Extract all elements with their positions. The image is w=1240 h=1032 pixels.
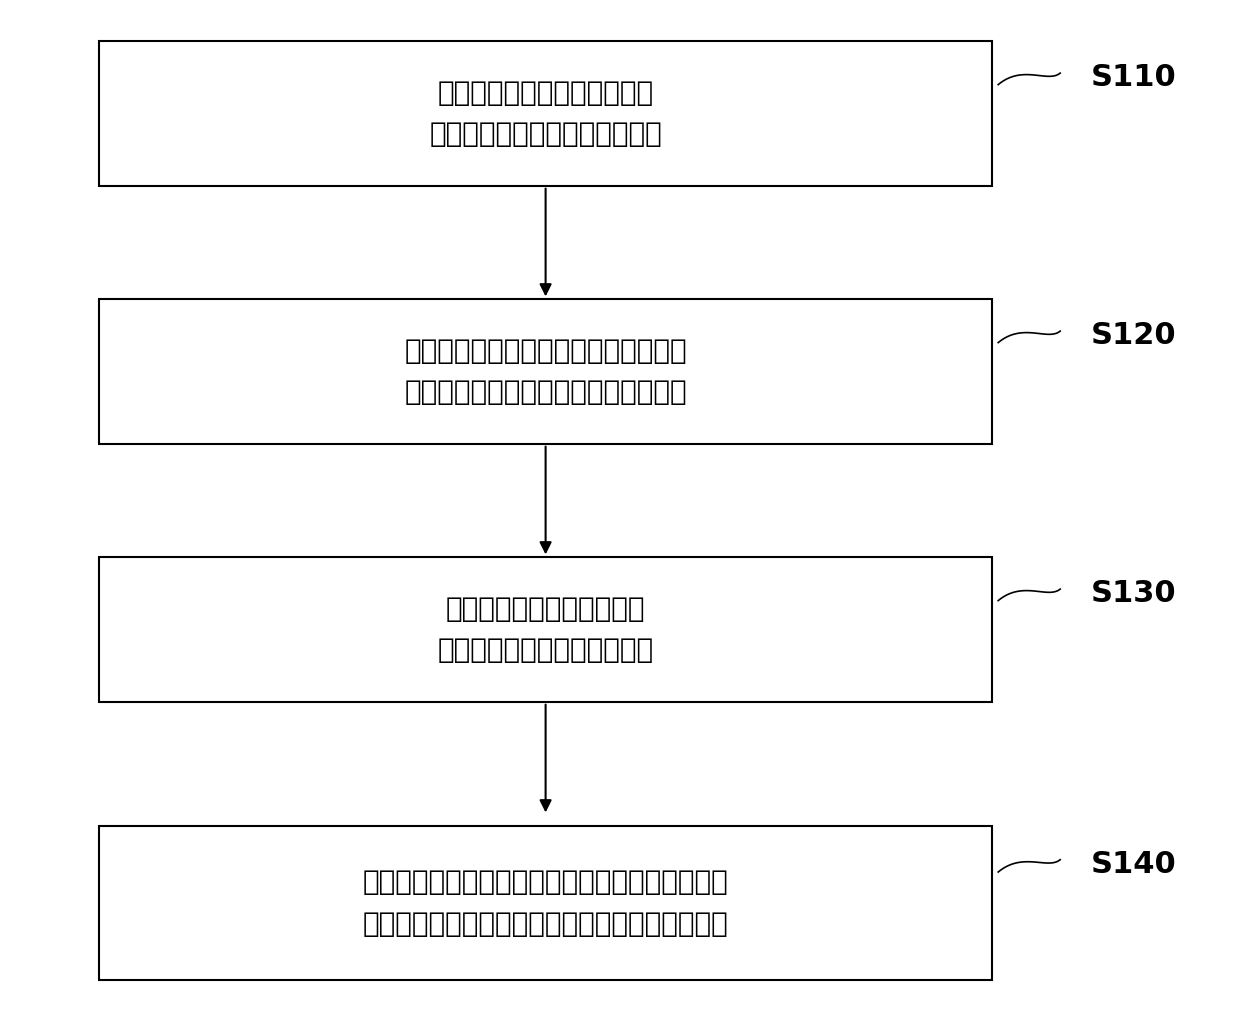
FancyBboxPatch shape — [99, 826, 992, 980]
FancyBboxPatch shape — [99, 557, 992, 702]
FancyBboxPatch shape — [99, 299, 992, 444]
Text: S130: S130 — [1091, 579, 1177, 608]
Text: S110: S110 — [1091, 63, 1177, 92]
Text: 基于实时温度与温度门限值的比较结果，以及预设
部件所包括的部件类型，限制风力发电机组的功率: 基于实时温度与温度门限值的比较结果，以及预设 部件所包括的部件类型，限制风力发电… — [363, 868, 728, 938]
Text: 比较预设部件的实时温度与
对应的预设部件的温度门限值: 比较预设部件的实时温度与 对应的预设部件的温度门限值 — [438, 594, 653, 665]
Text: S120: S120 — [1091, 321, 1177, 350]
Text: 当环境温度大于安全边界温度，实时采
集风力发电机组中多个预设部件的温度: 当环境温度大于安全边界温度，实时采 集风力发电机组中多个预设部件的温度 — [404, 336, 687, 407]
FancyBboxPatch shape — [99, 41, 992, 186]
Text: 比较风力发电机组所处环境的
环境温度与预设的安全边界温度: 比较风力发电机组所处环境的 环境温度与预设的安全边界温度 — [429, 78, 662, 149]
Text: S140: S140 — [1091, 849, 1177, 879]
